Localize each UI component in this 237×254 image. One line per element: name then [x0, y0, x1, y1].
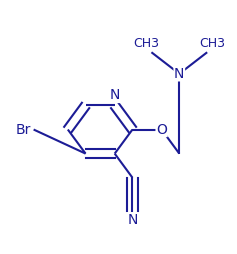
Text: N: N [109, 88, 120, 102]
Text: CH3: CH3 [133, 37, 159, 50]
Text: CH3: CH3 [199, 37, 225, 50]
Text: N: N [127, 213, 138, 227]
Text: Br: Br [16, 122, 31, 137]
Text: O: O [156, 122, 167, 137]
Text: N: N [174, 67, 184, 81]
